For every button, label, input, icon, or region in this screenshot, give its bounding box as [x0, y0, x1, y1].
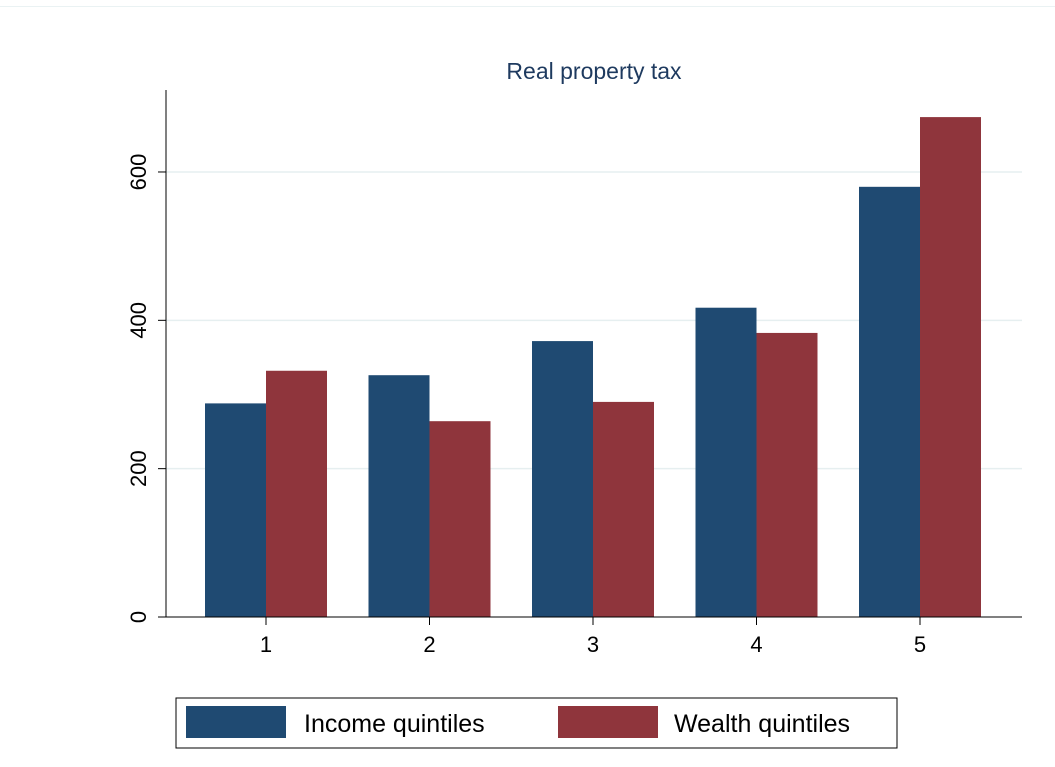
bar-wealth-q5	[920, 117, 981, 617]
y-ticks: 0 200 400 600	[126, 154, 166, 623]
legend-label-wealth: Wealth quintiles	[674, 710, 850, 738]
bars	[205, 117, 981, 617]
y-tick-label: 0	[126, 611, 151, 623]
bar-wealth-q4	[756, 332, 818, 617]
x-tick-label: 3	[587, 632, 599, 657]
x-tick-label: 4	[750, 632, 762, 657]
bar-income-q5	[859, 186, 920, 617]
legend-box	[175, 697, 898, 749]
y-tick-label: 400	[126, 302, 151, 339]
bar-wealth-q3	[593, 401, 654, 617]
top-rule	[0, 6, 1055, 7]
bar-wealth-q1	[266, 370, 327, 617]
legend-label-income: Income quintiles	[304, 710, 485, 738]
y-tick-label: 200	[126, 450, 151, 487]
x-tick-label: 1	[260, 632, 272, 657]
x-tick-label: 5	[914, 632, 926, 657]
bar-wealth-q2	[429, 421, 491, 617]
x-ticks: 1 2 3 4 5	[260, 617, 926, 657]
legend-swatch-income	[186, 706, 286, 738]
legend: Income quintiles Wealth quintiles	[175, 697, 898, 749]
y-tick-label: 600	[126, 154, 151, 191]
chart-title: Real property tax	[506, 58, 682, 84]
bar-income-q3	[532, 341, 593, 617]
bar-income-q2	[368, 375, 430, 617]
bar-income-q4	[695, 307, 757, 617]
x-tick-label: 2	[423, 632, 435, 657]
bar-income-q1	[205, 403, 266, 617]
legend-swatch-wealth	[558, 706, 658, 738]
